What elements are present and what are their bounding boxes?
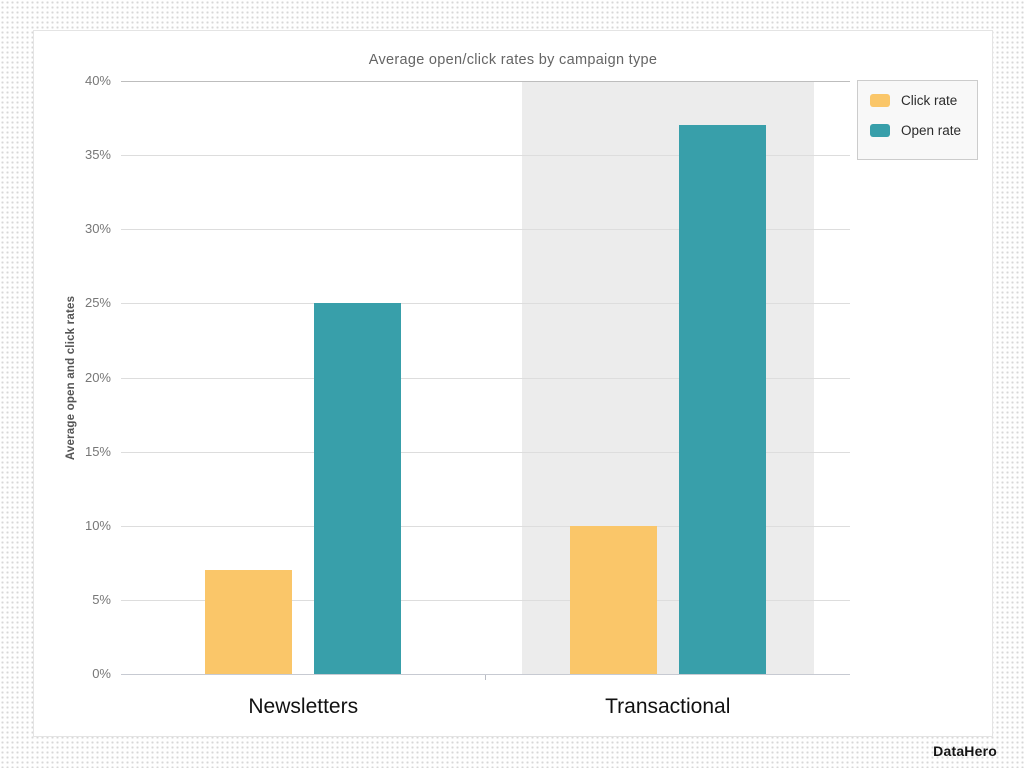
- gridline-5: [121, 599, 850, 601]
- gridline-30: [121, 229, 850, 231]
- chart-title: Average open/click rates by campaign typ…: [368, 52, 658, 68]
- legend-label-click-rate: Click rate: [901, 93, 958, 108]
- gridline-20: [121, 377, 850, 379]
- bar-open-rate-newsletters[interactable]: [314, 303, 402, 674]
- legend-label-open-rate: Open rate: [901, 123, 962, 138]
- plot-area: 0% 5% 10% 15% 20% 25% 30% 35% 40% Newsletters Tran…: [85, 73, 850, 718]
- bar-open-rate-transactional[interactable]: [678, 125, 766, 674]
- x-axis-label-newsletters: Newsletters: [248, 695, 359, 718]
- gridline-35: [121, 155, 850, 157]
- y-tick-label-30: 30%: [84, 221, 111, 237]
- y-tick-label-10: 10%: [84, 517, 111, 533]
- y-tick-label-15: 15%: [84, 443, 111, 459]
- legend-item-click-rate: Click rate: [870, 93, 969, 108]
- legend-swatch-click-rate: [870, 94, 890, 107]
- y-tick-label-35: 35%: [84, 147, 111, 163]
- y-tick-label-5: 5%: [92, 591, 111, 607]
- legend-swatch-open-rate: [870, 124, 890, 137]
- chart-card: Average open/click rates by campaign typ…: [33, 30, 993, 737]
- x-axis-line: [121, 674, 850, 675]
- legend-item-open-rate: Open rate: [870, 123, 969, 138]
- datahero-logo: DataHero: [933, 743, 997, 759]
- y-tick-label-0: 0%: [92, 666, 111, 681]
- bar-click-rate-transactional[interactable]: [569, 525, 657, 674]
- gridline-40: [121, 81, 850, 82]
- gridline-10: [121, 525, 850, 527]
- bar-click-rate-newsletters[interactable]: [205, 570, 293, 674]
- gridline-15: [121, 451, 850, 453]
- x-axis-label-transactional: Transactional: [605, 695, 731, 718]
- y-tick-label-25: 25%: [84, 295, 111, 311]
- y-tick-label-20: 20%: [84, 369, 111, 385]
- x-axis-tick: [485, 675, 486, 680]
- gridline-25: [121, 303, 850, 305]
- y-tick-label-40: 40%: [84, 73, 111, 88]
- legend: Click rate Open rate: [857, 80, 978, 160]
